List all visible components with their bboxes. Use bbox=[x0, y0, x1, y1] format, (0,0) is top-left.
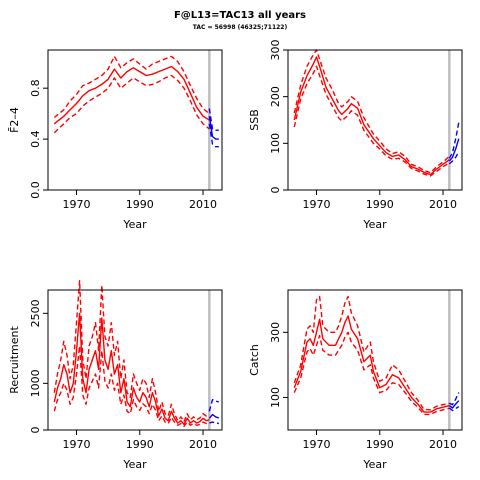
history-median-line bbox=[53, 65, 210, 125]
projection-bound-line bbox=[208, 399, 219, 412]
projection-bound-line bbox=[208, 108, 219, 131]
y-tick-label: 300 bbox=[269, 322, 282, 343]
projection-median-line bbox=[208, 413, 220, 419]
x-tick-label: 1970 bbox=[302, 438, 330, 451]
history-bound-line bbox=[293, 65, 450, 177]
x-axis-label: Year bbox=[362, 458, 387, 471]
history-bound-line bbox=[53, 345, 210, 427]
y-axis-label: Recruitment bbox=[8, 326, 21, 394]
plot-frame bbox=[287, 49, 463, 191]
history-median-line bbox=[53, 312, 210, 426]
history-median-line bbox=[293, 315, 450, 413]
projection-bound-line bbox=[449, 392, 460, 406]
x-axis-label: Year bbox=[122, 218, 147, 231]
x-axis-label: Year bbox=[122, 458, 147, 471]
projection-median-line bbox=[448, 138, 460, 162]
x-tick-label: 1990 bbox=[366, 198, 394, 211]
projection-median-line bbox=[448, 400, 460, 409]
x-tick-label: 2010 bbox=[429, 198, 457, 211]
history-median-line bbox=[293, 56, 450, 176]
x-tick-label: 1970 bbox=[62, 438, 90, 451]
x-tick-label: 2010 bbox=[189, 438, 217, 451]
figure-title: F@L13=TAC13 all years bbox=[173, 10, 307, 21]
x-tick-label: 1990 bbox=[126, 438, 154, 451]
x-tick-label: 2010 bbox=[189, 198, 217, 211]
y-tick-label: 2500 bbox=[29, 299, 42, 327]
y-tick-label: 0 bbox=[269, 187, 282, 194]
y-axis-label: F̄2–4 bbox=[8, 107, 21, 133]
figure-subtitle: TAC = 56998 (46325;71122) bbox=[192, 24, 288, 31]
projection-bound-line bbox=[448, 122, 460, 159]
y-tick-label: 200 bbox=[269, 86, 282, 107]
history-bound-line bbox=[53, 280, 210, 423]
history-bound-line bbox=[293, 331, 450, 416]
y-tick-label: 0.0 bbox=[29, 181, 42, 199]
panel-1: 1970 1990 2010 Year 0.0 0.4 0.8 F̄2–4 bbox=[8, 49, 223, 231]
y-tick-label: 0 bbox=[29, 427, 42, 434]
x-tick-label: 2010 bbox=[429, 438, 457, 451]
x-axis-label: Year bbox=[362, 218, 387, 231]
history-bound-line bbox=[293, 295, 450, 411]
panel-2: 1970 1990 2010 Year 0 100 200 300 SSB bbox=[248, 40, 463, 231]
y-axis-label: Catch bbox=[248, 344, 261, 376]
history-bound-line bbox=[53, 55, 210, 119]
y-axis-label: SSB bbox=[248, 109, 261, 131]
projection-bound-line bbox=[448, 151, 460, 165]
x-tick-label: 1990 bbox=[126, 198, 154, 211]
history-bound-line bbox=[293, 49, 450, 174]
y-tick-label: 0.8 bbox=[29, 79, 42, 97]
y-tick-label: 1000 bbox=[29, 369, 42, 397]
x-tick-label: 1970 bbox=[302, 198, 330, 211]
projection-median-line bbox=[208, 116, 219, 140]
projection-bound-line bbox=[448, 406, 460, 412]
x-tick-label: 1970 bbox=[62, 198, 90, 211]
plot-frame bbox=[47, 49, 223, 191]
y-tick-label: 0.4 bbox=[29, 130, 42, 148]
panel-3: 1970 1990 2010 Year 0 1000 2500 Recruitment bbox=[8, 280, 223, 471]
history-bound-line bbox=[53, 74, 210, 134]
x-tick-label: 1990 bbox=[366, 438, 394, 451]
y-tick-label: 300 bbox=[269, 40, 282, 61]
plot-frame bbox=[287, 289, 463, 431]
panel-4: 1970 1990 2010 Year 100 300 Catch bbox=[248, 289, 463, 471]
projection-bound-line bbox=[209, 421, 219, 425]
plot-frame bbox=[47, 289, 223, 431]
y-tick-label: 100 bbox=[269, 387, 282, 408]
projection-bound-line bbox=[208, 123, 219, 148]
y-tick-label: 100 bbox=[269, 133, 282, 154]
